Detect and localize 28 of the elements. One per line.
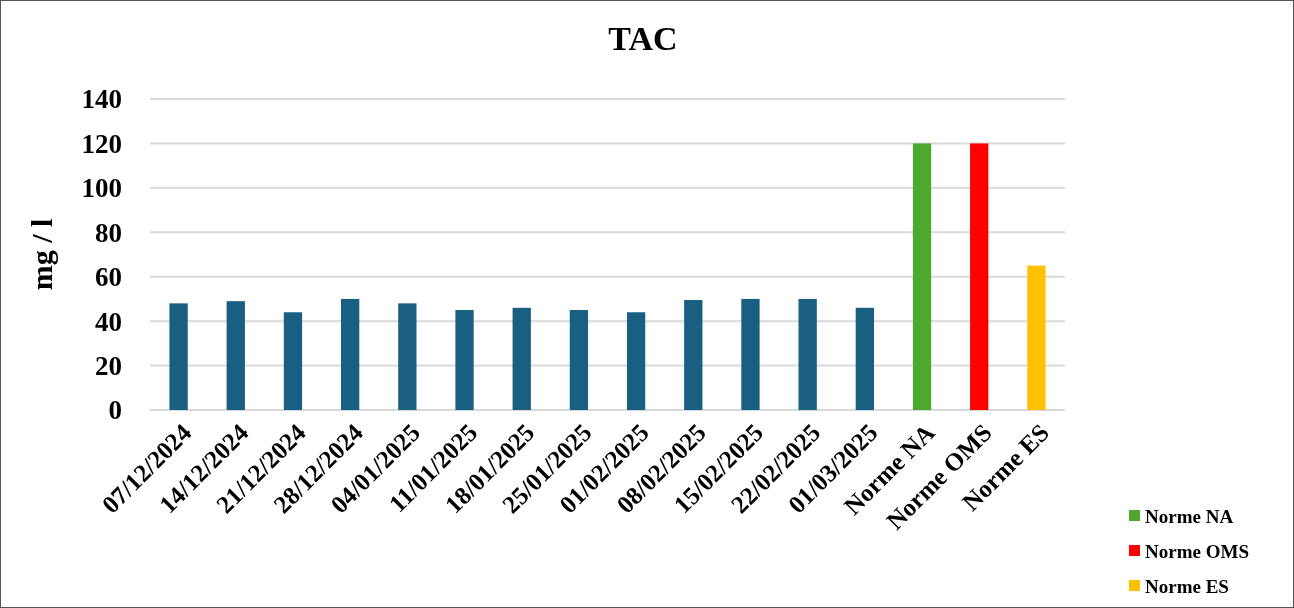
legend-label: Norme OMS: [1145, 540, 1249, 562]
bar: [341, 298, 360, 410]
y-tick-label: 120: [81, 128, 122, 159]
bar: [512, 307, 531, 410]
bar: [169, 303, 188, 410]
y-tick-label: 20: [95, 351, 122, 382]
legend-label: Norme ES: [1145, 575, 1229, 597]
bar: [626, 312, 646, 410]
y-tick-label: 140: [81, 84, 122, 115]
bar: [455, 310, 474, 410]
y-tick-label: 40: [95, 306, 122, 337]
y-tick-label: 80: [95, 217, 122, 248]
bar: [1027, 265, 1046, 410]
bar: [741, 298, 760, 410]
bar: [226, 301, 245, 410]
y-axis-title: mg / l: [25, 218, 58, 291]
y-tick-label: 60: [95, 262, 122, 293]
bar: [970, 143, 989, 410]
bar: [569, 310, 589, 410]
bar: [684, 300, 703, 410]
y-tick-label: 100: [81, 173, 122, 204]
bar: [912, 143, 932, 410]
bar: [798, 298, 817, 410]
bar: [855, 307, 874, 410]
y-tick-label: 0: [108, 395, 122, 426]
bar: [283, 312, 303, 410]
chart-title: TAC: [608, 20, 678, 57]
bar: [398, 303, 417, 410]
